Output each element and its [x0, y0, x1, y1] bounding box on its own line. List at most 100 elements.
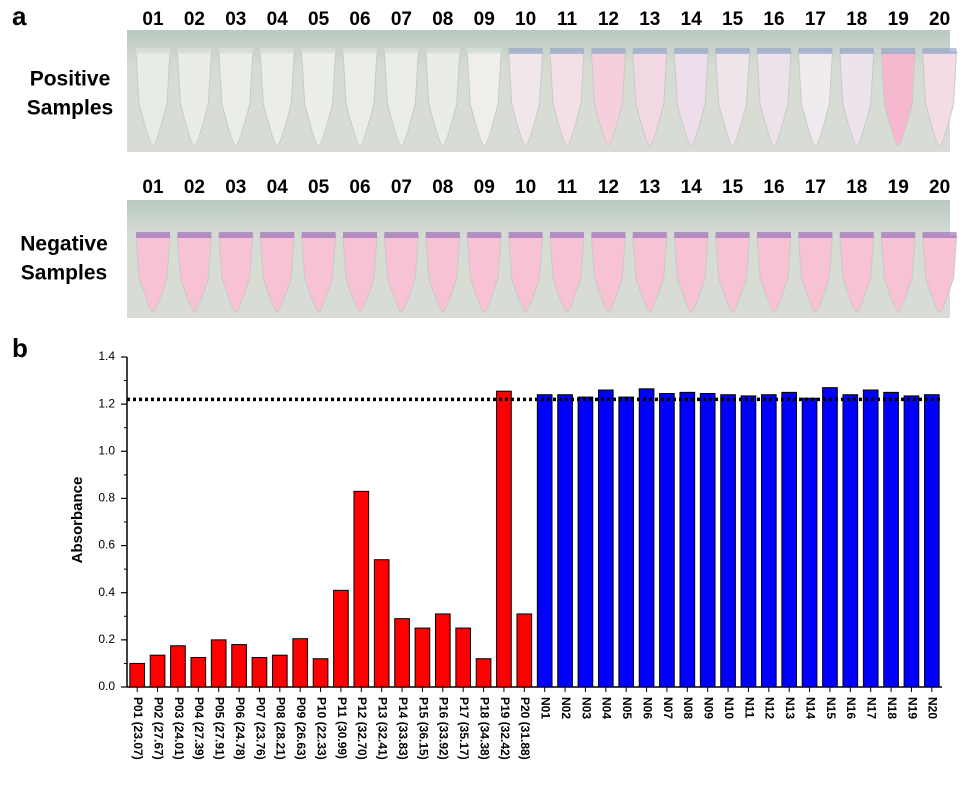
bar — [434, 613, 451, 688]
tube-cap — [632, 48, 667, 54]
x-tick-label: N05 — [620, 697, 634, 719]
bar — [781, 391, 798, 688]
panel-label: a — [12, 1, 27, 31]
x-tick-label: N15 — [824, 697, 838, 719]
x-tick-label: N13 — [783, 697, 797, 719]
x-tick-label: N14 — [803, 697, 817, 719]
bar — [557, 394, 573, 688]
tube-cap — [467, 48, 502, 54]
x-tick-label: N10 — [722, 697, 736, 719]
tube-number: 11 — [557, 177, 578, 198]
bar — [333, 589, 349, 688]
tube — [508, 51, 544, 147]
tube — [715, 235, 751, 313]
tube — [218, 235, 254, 313]
bar — [577, 396, 594, 688]
tube-number: 10 — [515, 177, 536, 198]
tube-cap — [550, 48, 584, 54]
tube-number: 01 — [142, 177, 164, 198]
tube-cap — [881, 48, 916, 54]
tube — [549, 235, 585, 313]
bar — [129, 662, 146, 688]
tube — [301, 51, 337, 147]
tube-number: 05 — [308, 9, 330, 30]
y-tick-label: 1.4 — [98, 349, 115, 363]
bar — [903, 395, 920, 688]
tube-cap — [591, 48, 626, 54]
bar — [720, 394, 736, 688]
tube-cap — [177, 48, 212, 54]
x-tick-label: N20 — [926, 697, 940, 719]
bar — [659, 393, 675, 688]
y-tick-label: 1.0 — [98, 443, 115, 457]
tube — [466, 51, 502, 147]
x-tick-label: N01 — [539, 697, 553, 719]
tube — [135, 235, 171, 313]
tube — [508, 235, 544, 313]
x-tick-label: P08 (28.21) — [274, 697, 288, 760]
bar — [923, 394, 940, 688]
tube-number: 18 — [846, 177, 867, 198]
tube-number: 02 — [184, 177, 205, 198]
tube-number: 13 — [639, 177, 660, 198]
tube-cap — [839, 48, 874, 54]
row-label: Samples — [21, 262, 107, 285]
bar — [496, 390, 512, 688]
tube — [383, 235, 419, 313]
tube — [880, 51, 916, 147]
x-tick-label: P20 (31.88) — [518, 697, 532, 760]
tube-number: 16 — [763, 177, 784, 198]
tube — [342, 235, 378, 313]
tube-number: 09 — [474, 9, 495, 30]
tube-number: 06 — [349, 177, 370, 198]
x-tick-label: P01 (23.07) — [131, 697, 145, 760]
x-tick-label: P19 (32.42) — [498, 697, 512, 760]
tube-cap — [384, 232, 419, 238]
bar — [271, 654, 288, 688]
tube-number: 15 — [722, 9, 744, 30]
bar — [842, 394, 859, 688]
tube-number: 05 — [308, 177, 330, 198]
tube-cap — [301, 48, 336, 54]
tube-number: 09 — [474, 177, 495, 198]
x-tick-label: N16 — [844, 697, 858, 719]
x-tick-label: P14 (33.83) — [396, 697, 410, 760]
tube — [466, 235, 502, 313]
tube-number: 18 — [846, 9, 867, 30]
tube-number: 19 — [888, 177, 909, 198]
x-tick-label: P06 (24.78) — [233, 697, 247, 760]
x-tick-label: N19 — [905, 697, 919, 719]
tube-number: 12 — [598, 177, 619, 198]
tube — [135, 51, 171, 147]
bar — [822, 387, 838, 688]
tube-cap — [218, 48, 253, 54]
bar — [638, 388, 655, 688]
tube-cap — [177, 232, 212, 238]
tube-cap — [757, 48, 791, 54]
tube-number: 20 — [929, 177, 950, 198]
panel-label: b — [12, 333, 28, 363]
x-tick-label: N07 — [661, 697, 675, 719]
tube-number: 02 — [184, 9, 205, 30]
tube — [839, 235, 875, 313]
x-tick-label: N18 — [885, 697, 899, 719]
tube-number: 04 — [267, 9, 289, 30]
x-tick-label: P16 (33.92) — [437, 697, 451, 760]
y-tick-label: 0.2 — [98, 632, 115, 646]
tube — [880, 235, 916, 313]
tube-cap — [425, 232, 460, 238]
tube-cap — [384, 48, 419, 54]
tube-number: 01 — [142, 9, 164, 30]
tube — [259, 51, 295, 147]
tube-number: 10 — [515, 9, 536, 30]
x-tick-label: N04 — [600, 697, 614, 719]
bar — [862, 389, 879, 688]
x-tick-label: N09 — [702, 697, 716, 719]
bar — [231, 644, 247, 688]
tube — [922, 51, 958, 147]
tube-cap — [591, 232, 626, 238]
x-tick-label: N12 — [763, 697, 777, 719]
tube-number: 19 — [888, 9, 909, 30]
tube — [549, 51, 585, 147]
tube-number: 03 — [225, 9, 246, 30]
